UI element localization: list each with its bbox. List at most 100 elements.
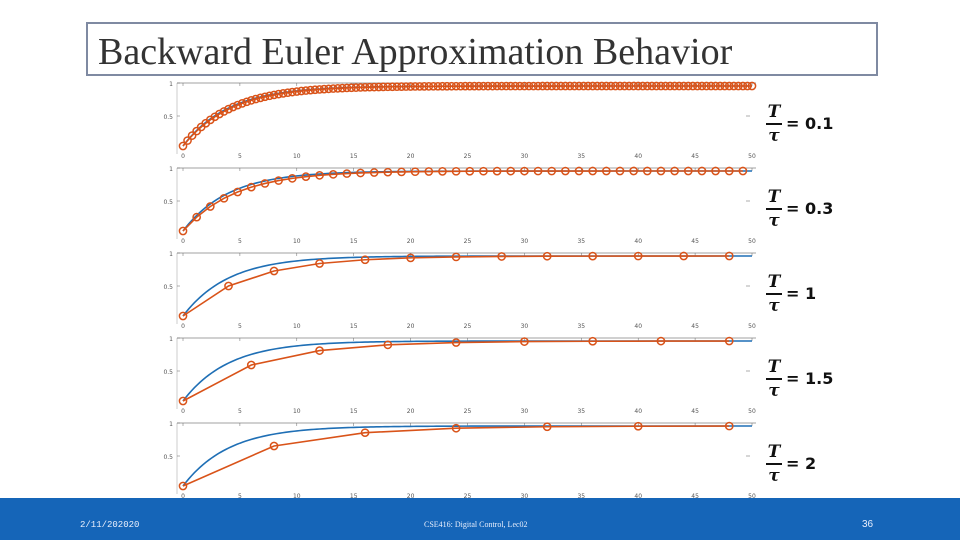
backward-euler-point-2-9 (588, 251, 598, 261)
backward-euler-point-1-29 (574, 166, 584, 176)
y-tick-label-3-0: 1 (169, 336, 173, 343)
backward-euler-point-0-24 (287, 87, 297, 97)
ratio-numerator: T (767, 187, 781, 207)
x-tick-label-3-0: 0 (181, 408, 185, 415)
x-tick-label-1-10: 50 (748, 238, 756, 245)
backward-euler-point-0-91 (592, 81, 602, 91)
backward-euler-point-0-83 (556, 81, 566, 91)
backward-euler-point-0-57 (438, 81, 447, 91)
backward-euler-point-0-69 (492, 81, 502, 91)
x-tick-label-1-9: 45 (691, 238, 699, 245)
backward-euler-line-3 (182, 340, 730, 402)
x-tick-label-2-1: 5 (238, 323, 242, 330)
backward-euler-point-0-19 (265, 91, 274, 101)
backward-euler-point-1-6 (260, 179, 270, 188)
backward-euler-point-0-97 (620, 81, 629, 91)
title-box: Backward Euler Approximation Behavior (86, 22, 878, 76)
backward-euler-point-1-4 (233, 187, 242, 197)
backward-euler-point-0-87 (574, 81, 584, 91)
x-tick-label-1-5: 25 (464, 238, 472, 245)
backward-euler-point-0-75 (520, 81, 529, 91)
backward-euler-point-0-98 (624, 81, 634, 91)
backward-euler-point-0-23 (283, 88, 293, 98)
footer-course: CSE416: Digital Control, Lec02 (424, 520, 528, 529)
backward-euler-point-4-3 (451, 423, 461, 433)
backward-euler-point-3-2 (315, 346, 324, 355)
backward-euler-point-4-5 (633, 421, 643, 431)
x-tick-label-1-3: 15 (350, 238, 358, 245)
backward-euler-point-0-120 (724, 81, 734, 91)
x-tick-label-4-2: 10 (293, 493, 301, 500)
backward-euler-point-0-73 (510, 81, 520, 91)
x-tick-label-0-0: 0 (181, 153, 185, 160)
backward-euler-point-1-23 (492, 166, 502, 176)
backward-euler-point-1-37 (683, 166, 693, 176)
backward-euler-point-1-1 (192, 212, 202, 222)
x-tick-label-3-6: 30 (521, 408, 529, 415)
backward-euler-point-1-13 (356, 168, 365, 178)
x-tick-label-4-5: 25 (464, 493, 472, 500)
backward-euler-point-1-3 (219, 193, 229, 203)
backward-euler-point-0-35 (337, 83, 347, 93)
backward-euler-point-0-116 (706, 81, 716, 91)
backward-euler-point-0-52 (415, 82, 425, 91)
x-tick-label-1-0: 0 (181, 238, 185, 245)
x-tick-label-1-8: 40 (634, 238, 642, 245)
backward-euler-point-3-1 (246, 360, 256, 370)
backward-euler-point-1-39 (711, 166, 720, 176)
backward-euler-point-0-63 (465, 81, 475, 91)
backward-euler-point-0-117 (711, 81, 720, 91)
backward-euler-point-0-94 (606, 81, 616, 91)
ratio-value: = 0.3 (786, 199, 834, 218)
backward-euler-point-1-34 (642, 166, 652, 176)
backward-euler-point-0-99 (629, 81, 639, 91)
backward-euler-point-0-107 (665, 81, 675, 91)
backward-euler-point-0-43 (374, 82, 384, 92)
backward-euler-point-2-0 (178, 311, 188, 321)
x-tick-label-0-4: 20 (407, 153, 415, 160)
backward-euler-point-0-114 (697, 81, 707, 91)
x-tick-label-4-10: 50 (748, 493, 756, 500)
backward-euler-point-0-113 (693, 81, 702, 91)
backward-euler-point-0-115 (702, 81, 711, 91)
x-tick-label-0-10: 50 (748, 153, 756, 160)
ratio-numerator: T (767, 102, 781, 122)
backward-euler-point-0-61 (456, 81, 466, 91)
x-tick-label-4-7: 35 (577, 493, 585, 500)
backward-euler-point-0-48 (397, 82, 406, 91)
backward-euler-point-0-15 (246, 96, 256, 105)
backward-euler-point-1-2 (205, 202, 215, 211)
backward-euler-point-0-109 (674, 81, 684, 91)
ratio-denominator: τ (768, 466, 780, 486)
x-tick-label-1-4: 20 (407, 238, 415, 245)
backward-euler-point-0-88 (579, 81, 588, 91)
ratio-denominator: τ (768, 381, 780, 401)
backward-euler-point-1-38 (697, 166, 707, 176)
backward-euler-point-0-125 (747, 81, 757, 91)
backward-euler-point-2-8 (542, 251, 552, 261)
ratio-numerator: T (767, 442, 781, 462)
backward-euler-point-0-110 (679, 81, 689, 91)
slide-title: Backward Euler Approximation Behavior (98, 31, 733, 73)
ratio-value: = 1 (786, 284, 817, 303)
footer-date: 2/11/202020 (80, 520, 140, 530)
backward-euler-point-3-8 (724, 336, 734, 346)
continuous-curve-2 (182, 255, 752, 317)
backward-euler-point-1-41 (738, 166, 748, 176)
ratio-denominator: τ (768, 211, 780, 231)
y-tick-label-1-1: 0.5 (163, 199, 173, 206)
backward-euler-point-0-25 (292, 87, 302, 96)
backward-euler-point-0-53 (419, 82, 429, 91)
backward-euler-point-0-37 (347, 83, 356, 93)
backward-euler-point-0-17 (256, 93, 265, 103)
backward-euler-point-0-72 (506, 81, 516, 91)
backward-euler-point-1-28 (561, 166, 570, 176)
x-tick-label-0-5: 25 (464, 153, 472, 160)
x-tick-label-2-7: 35 (577, 323, 585, 330)
x-tick-label-0-9: 45 (691, 153, 699, 160)
backward-euler-point-0-33 (328, 84, 338, 93)
fraction-bar (766, 208, 782, 210)
